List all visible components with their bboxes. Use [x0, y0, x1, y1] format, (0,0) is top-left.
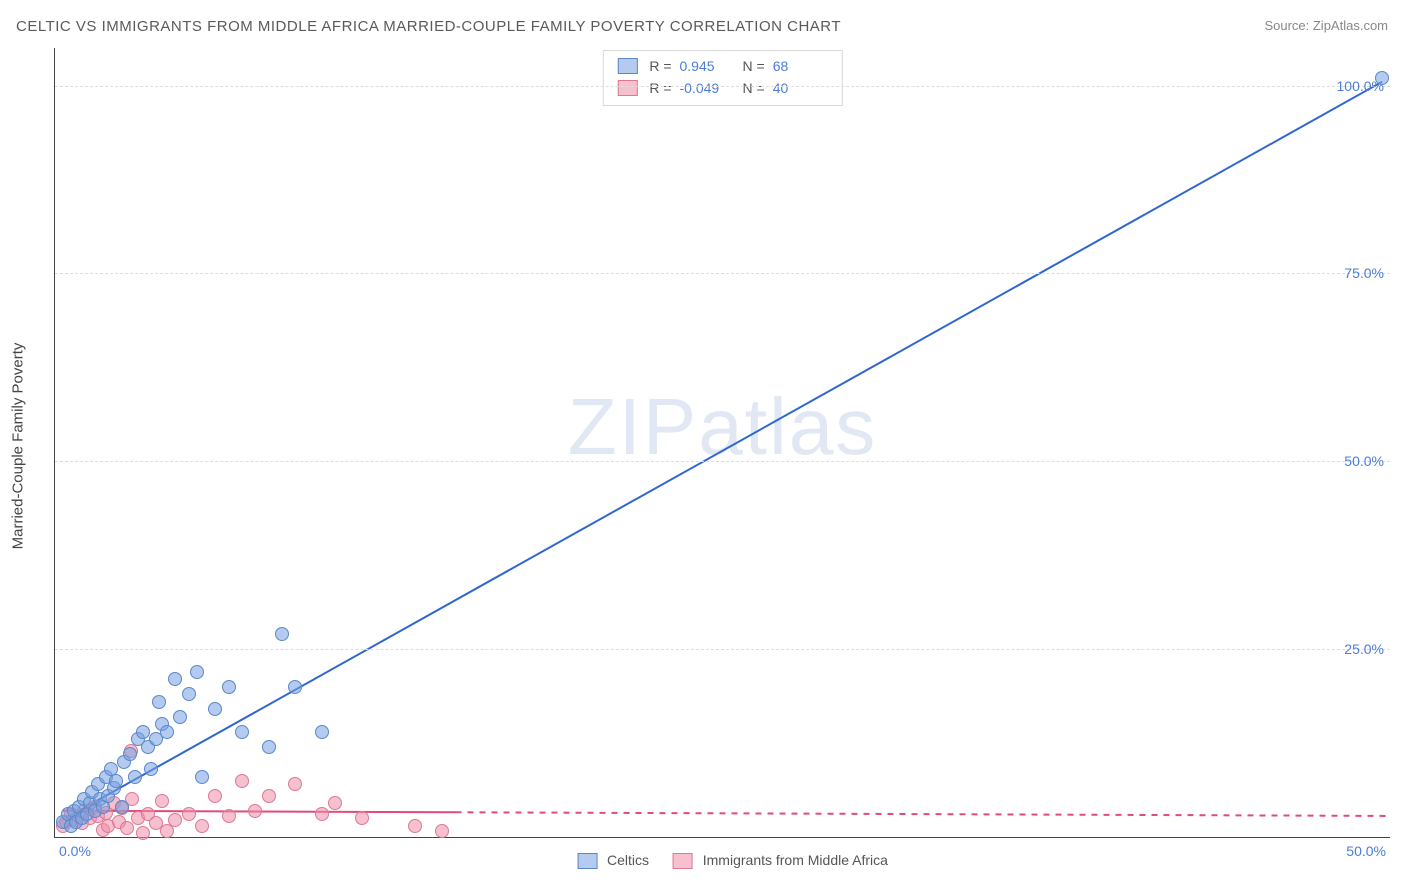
data-point-pink — [155, 794, 169, 808]
legend-r-label: R = — [649, 77, 671, 99]
watermark: ZIPatlas — [568, 381, 877, 473]
data-point-pink — [328, 796, 342, 810]
data-point-pink — [182, 807, 196, 821]
data-point-pink — [288, 777, 302, 791]
data-point-blue — [195, 770, 209, 784]
data-point-blue — [144, 762, 158, 776]
legend-row-blue: R = 0.945 N = 68 — [617, 55, 827, 77]
data-point-blue — [222, 680, 236, 694]
data-point-blue — [182, 687, 196, 701]
legend-series: Celtics Immigrants from Middle Africa — [557, 852, 888, 869]
data-point-pink — [136, 826, 150, 840]
data-point-blue — [160, 725, 174, 739]
data-point-pink — [168, 813, 182, 827]
data-point-blue — [152, 695, 166, 709]
data-point-pink — [222, 809, 236, 823]
legend-n-value-pink: 40 — [773, 77, 828, 99]
data-point-pink — [262, 789, 276, 803]
data-point-blue — [109, 774, 123, 788]
data-point-blue — [115, 800, 129, 814]
legend-n-label: N = — [743, 55, 765, 77]
data-point-pink — [195, 819, 209, 833]
data-point-blue — [235, 725, 249, 739]
chart-title: CELTIC VS IMMIGRANTS FROM MIDDLE AFRICA … — [16, 18, 841, 35]
swatch-pink-icon — [673, 853, 693, 869]
y-tick: 25.0% — [1344, 641, 1384, 657]
legend-n-value-blue: 68 — [773, 55, 828, 77]
legend-r-value-blue: 0.945 — [680, 55, 735, 77]
gridline — [55, 273, 1390, 274]
y-tick: 75.0% — [1344, 265, 1384, 281]
legend-correlation: R = 0.945 N = 68 R = -0.049 N = 40 — [602, 50, 842, 106]
legend-label-pink: Immigrants from Middle Africa — [703, 852, 888, 868]
data-point-pink — [208, 789, 222, 803]
data-point-blue — [288, 680, 302, 694]
data-point-blue — [262, 740, 276, 754]
data-point-pink — [408, 819, 422, 833]
source-label: Source: ZipAtlas.com — [1264, 18, 1388, 33]
data-point-blue — [190, 665, 204, 679]
legend-r-value-pink: -0.049 — [680, 77, 735, 99]
x-tick-min: 0.0% — [59, 843, 91, 859]
plot-area: ZIPatlas R = 0.945 N = 68 R = -0.049 N =… — [54, 48, 1390, 838]
legend-label-blue: Celtics — [607, 852, 649, 868]
data-point-pink — [355, 811, 369, 825]
data-point-blue — [168, 672, 182, 686]
data-point-blue — [275, 627, 289, 641]
data-point-pink — [235, 774, 249, 788]
data-point-blue — [173, 710, 187, 724]
data-point-blue — [315, 725, 329, 739]
legend-r-label: R = — [649, 55, 671, 77]
gridline — [55, 86, 1390, 87]
y-tick: 50.0% — [1344, 453, 1384, 469]
data-point-pink — [315, 807, 329, 821]
legend-n-label: N = — [743, 77, 765, 99]
data-point-blue — [1375, 71, 1389, 85]
x-tick-max: 50.0% — [1346, 843, 1386, 859]
data-point-blue — [123, 747, 137, 761]
legend-row-pink: R = -0.049 N = 40 — [617, 77, 827, 99]
swatch-pink-icon — [617, 80, 637, 96]
swatch-blue-icon — [617, 58, 637, 74]
data-point-pink — [248, 804, 262, 818]
swatch-blue-icon — [577, 853, 597, 869]
gridline — [55, 649, 1390, 650]
y-axis-label: Married-Couple Family Poverty — [10, 343, 27, 550]
gridline — [55, 461, 1390, 462]
data-point-blue — [136, 725, 150, 739]
data-point-pink — [435, 824, 449, 838]
data-point-blue — [128, 770, 142, 784]
data-point-blue — [208, 702, 222, 716]
